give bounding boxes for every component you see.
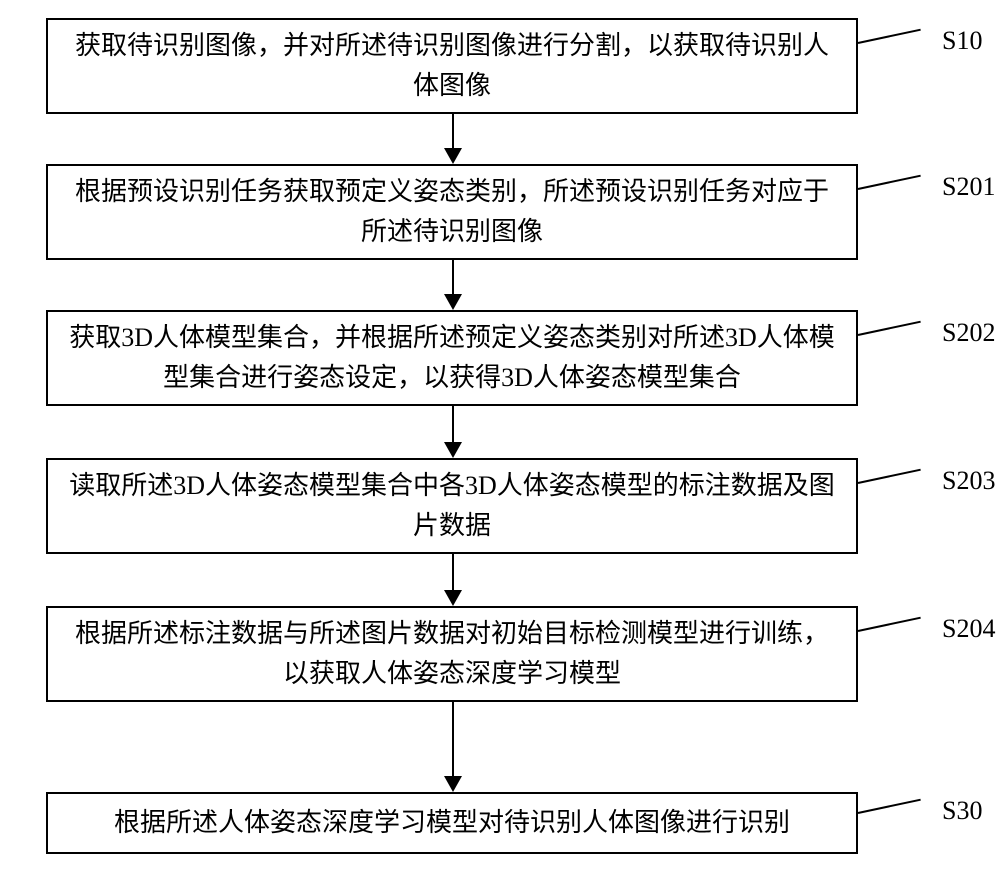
flow-arrow-line [452,702,454,776]
label-connector [858,469,921,484]
flowchart-step: 获取待识别图像，并对所述待识别图像进行分割，以获取待识别人体图像 [46,18,858,114]
label-connector [858,799,921,814]
label-connector [858,175,921,190]
flow-arrow-head-icon [444,776,462,792]
flow-arrow-head-icon [444,148,462,164]
flowchart-step-label: S204 [942,614,995,644]
flow-arrow-head-icon [444,294,462,310]
flowchart-step: 根据预设识别任务获取预定义姿态类别，所述预设识别任务对应于所述待识别图像 [46,164,858,260]
flowchart-step-label: S201 [942,172,995,202]
flowchart-step-text: 获取待识别图像，并对所述待识别图像进行分割，以获取待识别人体图像 [68,26,836,107]
flowchart-step: 读取所述3D人体姿态模型集合中各3D人体姿态模型的标注数据及图片数据 [46,458,858,554]
flowchart-step-text: 读取所述3D人体姿态模型集合中各3D人体姿态模型的标注数据及图片数据 [68,466,836,547]
flow-arrow-line [452,406,454,442]
flowchart-step-text: 根据预设识别任务获取预定义姿态类别，所述预设识别任务对应于所述待识别图像 [68,172,836,253]
flowchart-step: 根据所述人体姿态深度学习模型对待识别人体图像进行识别 [46,792,858,854]
flowchart-step-label: S203 [942,466,995,496]
flow-arrow-line [452,554,454,590]
flow-arrow-head-icon [444,590,462,606]
flowchart-step-label: S10 [942,26,982,56]
flowchart-step: 根据所述标注数据与所述图片数据对初始目标检测模型进行训练，以获取人体姿态深度学习… [46,606,858,702]
flowchart-step: 获取3D人体模型集合，并根据所述预定义姿态类别对所述3D人体模型集合进行姿态设定… [46,310,858,406]
flowchart-step-text: 获取3D人体模型集合，并根据所述预定义姿态类别对所述3D人体模型集合进行姿态设定… [68,318,836,399]
label-connector [858,321,921,336]
flowchart-canvas: 获取待识别图像，并对所述待识别图像进行分割，以获取待识别人体图像 S10 根据预设识… [0,0,1000,881]
label-connector [858,617,921,632]
flow-arrow-line [452,260,454,294]
flow-arrow-head-icon [444,442,462,458]
label-connector [858,29,921,44]
flowchart-step-text: 根据所述标注数据与所述图片数据对初始目标检测模型进行训练，以获取人体姿态深度学习… [68,614,836,695]
flowchart-step-text: 根据所述人体姿态深度学习模型对待识别人体图像进行识别 [114,803,790,843]
flowchart-step-label: S30 [942,796,982,826]
flow-arrow-line [452,114,454,148]
flowchart-step-label: S202 [942,318,995,348]
